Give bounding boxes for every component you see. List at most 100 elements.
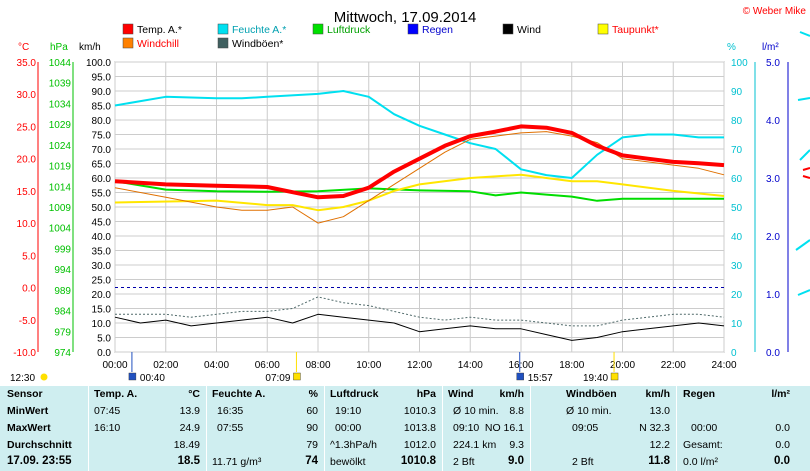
humidity-axis-unit: % [727, 42, 736, 53]
series-line-wind [114, 313, 725, 341]
rain-tick-label: 1.0 [766, 290, 780, 301]
stats-col-pressure: Luftdruck hPa 19:10 1010.3 00:00 1013.8 ^1.… [325, 386, 443, 471]
series-line-windchill [114, 131, 725, 224]
temp-tick-label: 20.0 [17, 155, 37, 166]
time-tick-label: 04:00 [204, 360, 229, 371]
stat-value: N 32.3 [639, 422, 670, 434]
stat-header: Wind [448, 388, 474, 400]
stat-header: Feuchte A. [212, 388, 266, 400]
legend-swatch [597, 23, 609, 35]
wind-tick-label: 50.0 [92, 203, 112, 214]
stat-unit: % [308, 388, 318, 400]
pressure-axis-unit: hPa [50, 42, 68, 53]
stat-header: Regen [683, 388, 716, 400]
wind-tick-label: 95.0 [92, 73, 112, 84]
temp-tick-label: 35.0 [17, 58, 37, 69]
pressure-tick-label: 1024 [49, 141, 72, 152]
pressure-tick-label: 979 [54, 327, 71, 338]
temp-tick-label: 25.0 [17, 122, 37, 133]
wind-tick-label: 5.0 [97, 334, 111, 345]
pressure-tick-label: 1029 [49, 120, 72, 131]
stat-time: 09:05 [572, 422, 599, 434]
wind-tick-label: 90.0 [92, 87, 112, 98]
temp-axis-unit: °C [18, 42, 29, 53]
wind-tick-label: 65.0 [92, 160, 112, 171]
stat-value: 0.0 [775, 422, 790, 434]
stat-unit: km/h [499, 388, 524, 400]
stats-col-temp: Temp. A. °C 07:45 13.9 16:10 24.9 18.49 18.… [89, 386, 207, 471]
wind-tick-label: 70.0 [92, 145, 112, 156]
pressure-tick-label: 984 [54, 307, 71, 318]
legend-swatch [502, 23, 514, 35]
wind-tick-label: 15.0 [92, 305, 112, 316]
stat-value: 1010.3 [403, 405, 436, 417]
stat-unit: km/h [645, 388, 670, 400]
temp-tick-label: 30.0 [17, 90, 37, 101]
stat-time: 19:10 [335, 405, 362, 417]
moonrise-time: 15:57 [528, 373, 553, 384]
stat-time: 09:10 [453, 422, 480, 434]
temp-tick-label: 15.0 [17, 187, 37, 198]
wind-tick-label: 100.0 [86, 58, 111, 69]
moonset-icon [128, 372, 137, 381]
pressure-tick-label: 989 [54, 286, 71, 297]
wind-tick-label: 10.0 [92, 319, 112, 330]
sunset-time: 19:40 [583, 373, 608, 384]
stat-time: 00:00 [335, 422, 362, 434]
stat-value: 9.3 [509, 439, 524, 451]
humidity-tick-label: 20 [731, 290, 743, 301]
stat-value: NO 16.1 [484, 422, 524, 434]
stats-col-sensor: Sensor MinWert MaxWert Durchschnitt 17.0… [0, 386, 89, 471]
temp-tick-label: 10.0 [17, 219, 37, 230]
time-tick-label: 14:00 [458, 360, 483, 371]
stat-trend: ^1.3hPa/h [330, 439, 377, 451]
rain-tick-label: 2.0 [766, 232, 780, 243]
right-edge-decoration [795, 31, 810, 296]
stat-value: 13.0 [649, 405, 670, 417]
pressure-tick-label: 994 [54, 265, 71, 276]
wind-tick-label: 25.0 [92, 276, 112, 287]
chart-grid [114, 61, 725, 353]
humidity-tick-label: 100 [731, 58, 748, 69]
stat-unit: l/m² [771, 388, 790, 400]
stat-row-label: MinWert [7, 405, 49, 417]
legend-label: Regen [422, 24, 453, 36]
pressure-tick-label: 1034 [49, 99, 72, 110]
stat-bft: 2 Bft [453, 456, 475, 468]
wind-tick-label: 85.0 [92, 102, 112, 113]
stat-value: 90 [306, 422, 318, 434]
time-tick-label: 10:00 [356, 360, 381, 371]
stat-time: 16:10 [94, 422, 121, 434]
rain-tick-label: 3.0 [766, 174, 780, 185]
time-tick-label: 12:00 [407, 360, 432, 371]
stat-value: 0.0 [775, 439, 790, 451]
pressure-tick-label: 1014 [49, 182, 72, 193]
time-tick-label: 16:00 [508, 360, 533, 371]
series-line-taupunkt [114, 173, 725, 212]
stat-label: Ø 10 min. [453, 405, 499, 417]
series-line-windböen [115, 296, 725, 327]
legend-swatch [122, 37, 134, 49]
legend-label: Temp. A.* [137, 24, 182, 36]
series-line-temp-a [114, 124, 725, 200]
pressure-tick-label: 1044 [49, 58, 72, 69]
wind-tick-label: 75.0 [92, 131, 112, 142]
chart-series [114, 90, 725, 341]
time-tick-label: 18:00 [559, 360, 584, 371]
rain-tick-label: 0.0 [766, 348, 780, 359]
right-edge-red-marks [802, 167, 810, 179]
chart-axes: 35.0 30.0 25.0 20.0 15.0 10.0 5.0 0.0 -5.0 -10.0 1… [13, 58, 789, 371]
time-tick-label: 08:00 [305, 360, 330, 371]
chart-legend: Temp. A.* Feuchte A.* Luftdruck Regen Wind Ta… [122, 23, 659, 50]
stat-value: 79 [306, 439, 318, 451]
stat-value: 60 [306, 405, 318, 417]
temp-tick-label: -10.0 [13, 348, 36, 359]
humidity-tick-label: 40 [731, 232, 743, 243]
legend-label: Luftdruck [327, 24, 371, 36]
legend-swatch [312, 23, 324, 35]
time-tick-label: 20:00 [610, 360, 635, 371]
wind-tick-label: 40.0 [92, 232, 112, 243]
legend-swatch [122, 23, 134, 35]
stat-current: 1010.8 [400, 455, 436, 467]
stats-col-wind: Wind km/h Ø 10 min. 8.8 09:10 NO 16.1 224.1… [443, 386, 531, 471]
